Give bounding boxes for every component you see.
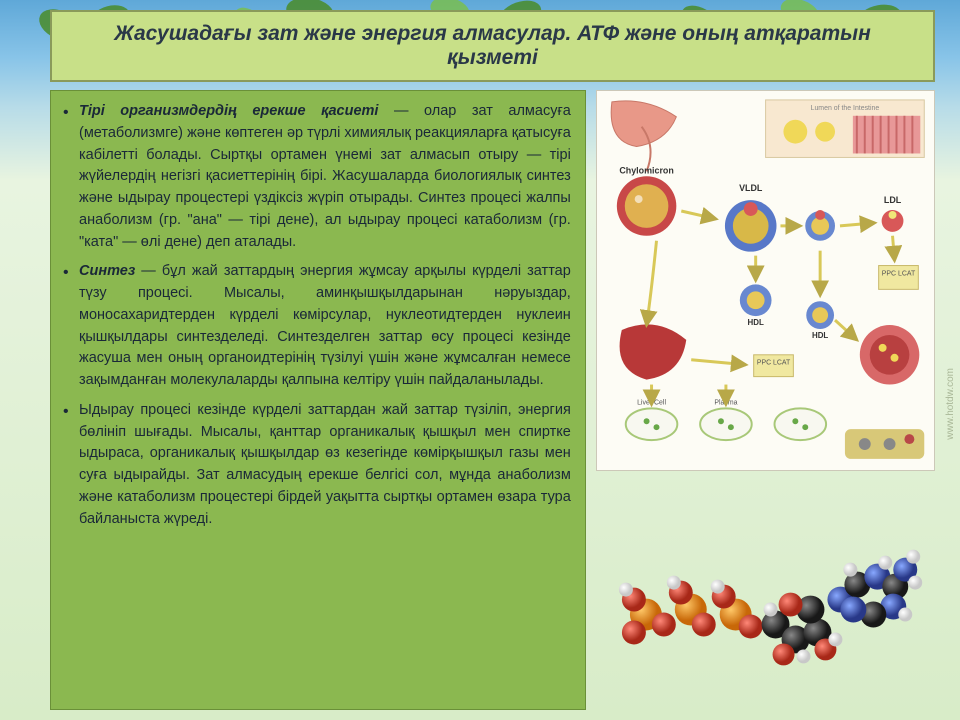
atp-molecule [596,479,935,710]
watermark: www.hotdw.com [945,368,956,440]
diagram-svg: Lumen of the Intestine [597,91,934,470]
text-column: Тірі организмдердің ерекше қасиеті — ола… [50,90,586,710]
bullet-rest: Ыдырау процесі кезінде күрделі заттардан… [79,402,571,527]
diagram-label: PPC LCAT [757,360,791,367]
bullet-lead: Синтез [79,263,135,279]
bullet-rest: — бұл жай заттардың энергия жұмсау арқыл… [79,263,571,388]
metabolism-diagram: Lumen of the Intestine [596,90,935,471]
slide-title: Жасушадағы зат және энергия алмасулар. А… [50,10,935,82]
content-row: Тірі организмдердің ерекше қасиеті — ола… [50,90,935,710]
diagram-label: HDL [812,331,828,340]
diagram-label: VLDL [739,183,763,193]
diagram-label: PPC LCAT [882,270,916,277]
bullet-item: Синтез — бұл жай заттардың энергия жұмса… [79,261,571,392]
molecule-svg [596,479,935,710]
diagram-label: Lumen of the Intestine [810,105,879,112]
bullet-rest: — олар зат алмасуға (метаболизмге) және … [79,103,571,250]
diagram-label: Chylomicron [619,165,673,175]
diagram-label: LDL [884,195,902,205]
bullet-item: Ыдырау процесі кезінде күрделі заттардан… [79,400,571,531]
bullet-item: Тірі организмдердің ерекше қасиеті — ола… [79,101,571,253]
bullet-list: Тірі организмдердің ерекше қасиеті — ола… [79,101,571,530]
bullet-lead: Тірі организмдердің ерекше қасиеті [79,103,378,119]
diagram-label: HDL [747,318,763,327]
slide-container: Жасушадағы зат және энергия алмасулар. А… [50,10,935,710]
image-column: Lumen of the Intestine [596,90,935,710]
